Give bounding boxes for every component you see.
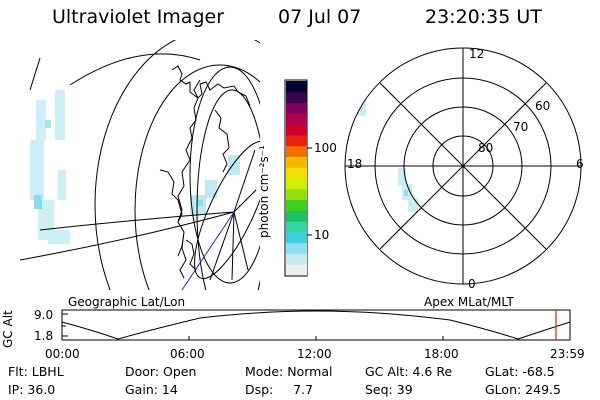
geographic-map: [20, 40, 260, 290]
mlat-label-70: 70: [513, 120, 529, 134]
footer-mode: Mode: Normal: [245, 364, 333, 379]
colorbar-cell: [286, 264, 307, 276]
altitude-curve: [61, 310, 571, 340]
colorbar-cell: [286, 124, 307, 136]
footer-dsp: Dsp: 7.7: [245, 382, 314, 397]
colorbar-cell: [286, 199, 307, 211]
colorbar-cell: [286, 210, 307, 222]
footer-gc-alt: GC Alt: 4.6 Re: [365, 364, 453, 379]
colorbar-cells: [286, 81, 307, 276]
instrument-title: Ultraviolet Imager: [52, 6, 225, 28]
altitude-strip-frame: [61, 309, 571, 341]
altitude-xtick-1800: 18:00: [424, 347, 459, 361]
coastline: [159, 65, 251, 279]
colorbar-unit-label: photon cm⁻²s⁻¹: [257, 145, 271, 238]
colorbar-cell: [286, 242, 307, 254]
mlat-label-60: 60: [535, 99, 551, 113]
altitude-xtick-0000: 00:00: [45, 347, 80, 361]
meridian-6: [209, 211, 235, 281]
altitude-ytick-9: 9.0: [34, 308, 54, 322]
altitude-strip-ticks: [62, 313, 444, 340]
colorbar-cell: [286, 113, 307, 125]
latitude-circle-1: [94, 40, 260, 290]
colorbar-cell: [286, 253, 307, 265]
header-time: 23:20:35 UT: [425, 6, 542, 28]
latitude-circle-4: [194, 140, 260, 280]
colorbar-cell: [286, 167, 307, 179]
mlt-label-0: 0: [468, 277, 476, 291]
local-time-line: [181, 211, 235, 290]
footer-ip: IP: 36.0: [8, 382, 56, 397]
footer-gain: Gain: 14: [125, 382, 178, 397]
colorbar-tick-label-100: 100: [314, 141, 337, 155]
colorbar-cell: [286, 102, 307, 114]
meridian-4: [233, 189, 257, 213]
altitude-xtick-0600: 06:00: [170, 347, 205, 361]
mlt-label-18: 18: [347, 157, 363, 171]
colorbar-cell: [286, 221, 307, 233]
geographic-panel-label: Geographic Lat/Lon: [68, 295, 186, 309]
footer-seq: Seq: 39: [365, 382, 413, 397]
colorbar-cell: [286, 156, 307, 168]
colorbar-cell: [286, 188, 307, 201]
colorbar-cell: [286, 91, 307, 104]
latitude-circle-3: [189, 66, 260, 284]
meridian-9: [69, 53, 201, 86]
altitude-xtick-1200: 12:00: [297, 347, 332, 361]
mlt-label-12: 12: [469, 47, 485, 61]
aurora-emission-left: [30, 90, 70, 244]
altitude-ytick-1-8: 1.8: [34, 329, 54, 343]
colorbar-cell: [286, 134, 307, 147]
aurora-emission-right: [190, 155, 240, 215]
footer-filter: Flt: LBHL: [8, 364, 64, 379]
colorbar-cell: [286, 231, 307, 244]
altitude-strip: [61, 309, 571, 341]
apex-polar-plot: [344, 47, 582, 285]
colorbar-cell: [286, 178, 307, 190]
mlt-line-diag-2: [379, 82, 547, 250]
altitude-xtick-2359: 23:59: [550, 347, 585, 361]
mlat-label-80: 80: [478, 141, 494, 155]
footer-door: Door: Open: [125, 364, 197, 379]
footer-glat: GLat: -68.5: [485, 364, 555, 379]
meridian-1: [20, 211, 235, 261]
mlt-label-6: 6: [576, 157, 584, 171]
meridian-7: [233, 211, 249, 271]
colorbar-cell: [286, 145, 307, 157]
apex-panel-label: Apex MLat/MLT: [424, 295, 514, 309]
latitude-circle-5: [196, 89, 260, 290]
colorbar-tick-label-10: 10: [314, 228, 330, 242]
aurora-emission-polar: [356, 100, 418, 212]
meridian-2: [39, 211, 235, 231]
footer-glon: GLon: 249.5: [485, 382, 561, 397]
meridian-8: [29, 57, 41, 91]
meridian-3: [233, 149, 256, 213]
altitude-ylabel: GC Alt: [1, 310, 15, 348]
meridian-5: [231, 211, 235, 281]
colorbar-cell: [286, 81, 307, 93]
header-date: 07 Jul 07: [278, 6, 362, 28]
latitude-circle-2: [134, 64, 260, 290]
